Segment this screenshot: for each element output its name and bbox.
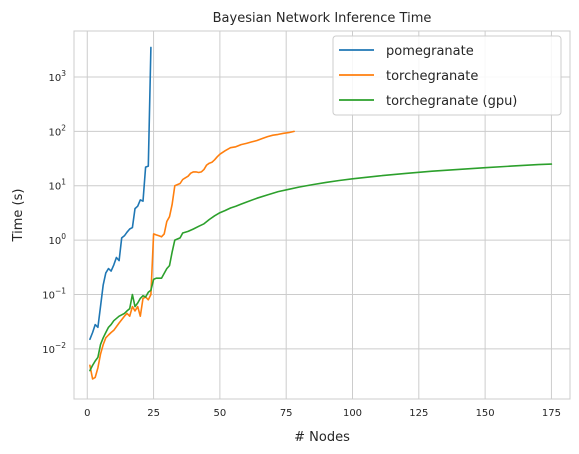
y-tick-labels: 10−2 10−1 100 101 102 103 (42, 69, 66, 356)
x-tick-label: 0 (84, 408, 90, 419)
series-layer (89, 46, 553, 380)
legend-box (332, 35, 562, 116)
y-tick-label: 101 (48, 178, 66, 193)
y-tick-label: 102 (48, 123, 66, 138)
x-tick-label: 125 (409, 408, 428, 419)
legend: pomegranate torchegranate torchegranate (g… (332, 35, 562, 116)
x-tick-labels: 0 25 50 75 100 125 150 175 (84, 408, 561, 419)
x-tick-label: 75 (280, 408, 293, 419)
x-tick-label: 50 (214, 408, 227, 419)
legend-label: torchegranate (gpu) (386, 94, 517, 109)
y-tick-label: 10−1 (42, 287, 66, 302)
x-tick-label: 25 (147, 408, 160, 419)
plot-frame (73, 30, 571, 400)
x-tick-label: 175 (542, 408, 561, 419)
y-tick-label: 100 (48, 232, 66, 247)
series-line-torchegranate-gpu (89, 163, 553, 372)
y-tick-label: 10−2 (42, 341, 66, 356)
x-tick-label: 100 (343, 408, 362, 419)
y-axis-label: Time (s) (11, 189, 26, 243)
x-axis-label: # Nodes (294, 430, 350, 445)
y-tick-label: 103 (48, 69, 66, 84)
x-tick-label: 150 (476, 408, 495, 419)
series-line-pomegranate (89, 46, 152, 341)
legend-label: torchegranate (386, 69, 478, 84)
legend-label: pomegranate (386, 44, 474, 59)
chart-title: Bayesian Network Inference Time (213, 11, 432, 26)
series-line-torchegranate (89, 130, 295, 380)
